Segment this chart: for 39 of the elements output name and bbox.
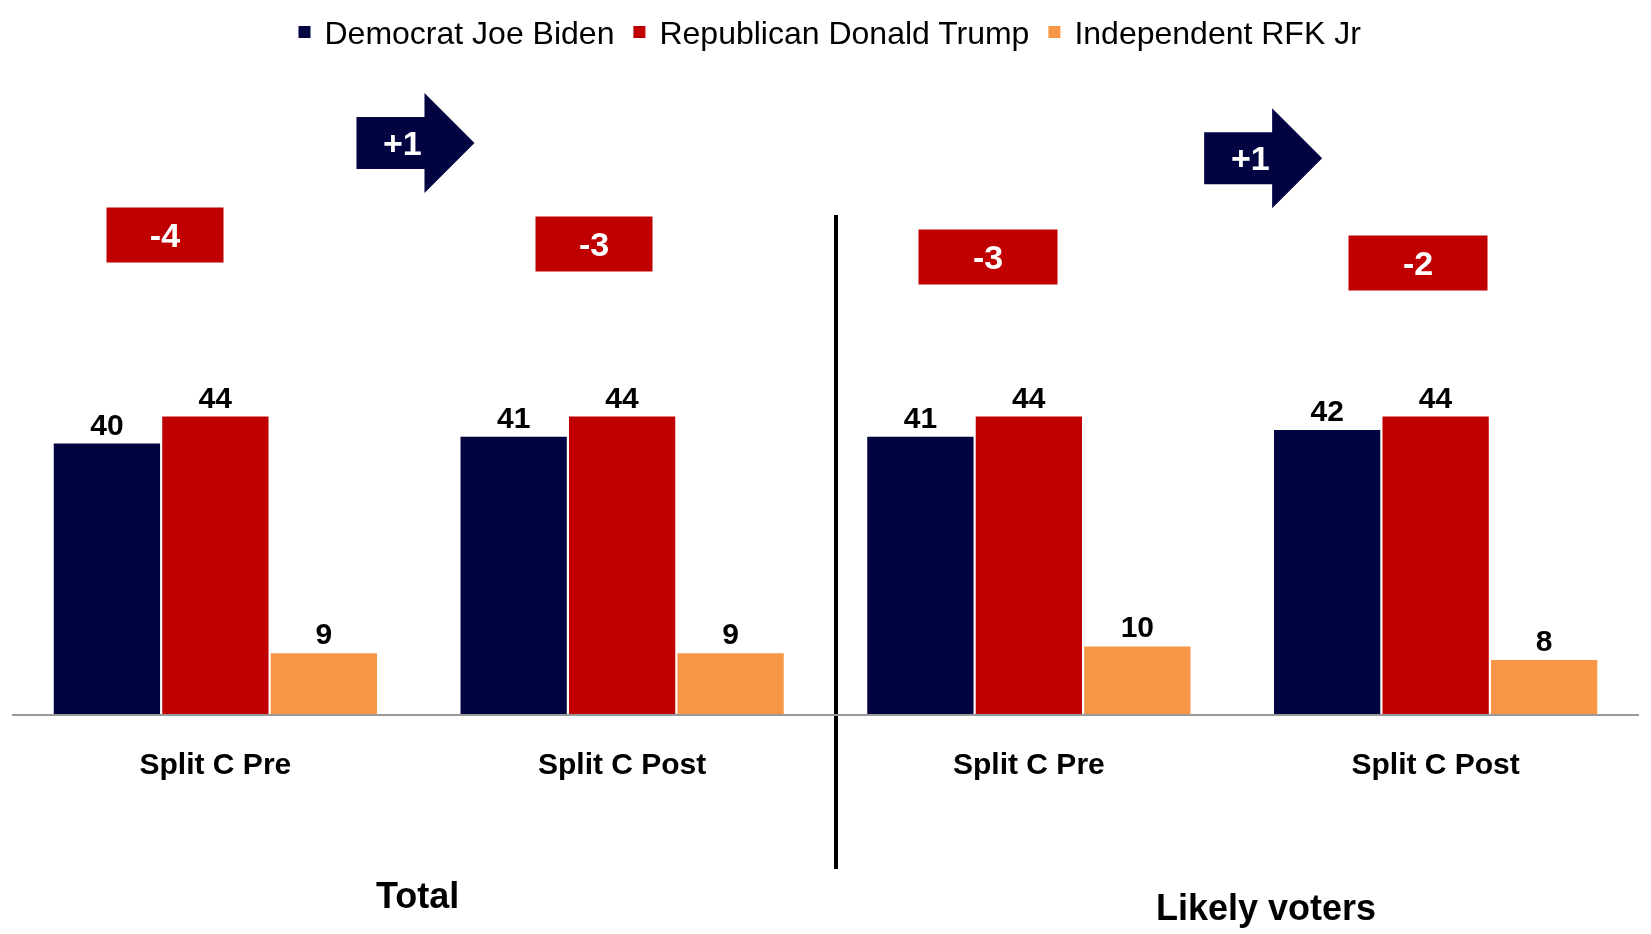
text: -3 [578,225,610,263]
x-tick-label: Split C Post [1351,747,1520,780]
x-tick-label: Split C Post [537,747,707,780]
bar [53,443,161,714]
bar [460,436,567,714]
data-label: 9 [315,617,333,651]
data-label: 10 [1120,610,1155,644]
data-label: 41 [496,400,531,434]
text: +1 [1231,139,1270,177]
data-label: 9 [722,617,739,651]
data-label: 44 [198,380,233,414]
data-label: 40 [90,407,124,441]
text: +1 [383,124,422,162]
text: Likely voters [1156,887,1377,928]
bar [270,653,377,714]
legend-label: Republican Donald Trump [659,15,1030,52]
bar [1274,430,1381,714]
data-label: 44 [1012,380,1046,414]
data-label: 44 [605,380,639,414]
data-label: 8 [1535,623,1553,657]
x-tick-label: Split C Pre [953,747,1105,780]
bar [867,436,974,714]
legend-label: Democrat Joe Biden [324,15,615,52]
data-label: 44 [1418,380,1453,414]
text: -3 [972,238,1004,276]
bar [1490,659,1598,714]
text: -2 [1402,244,1434,282]
bar [1084,646,1191,714]
data-label: 42 [1310,394,1344,428]
legend-label: Independent RFK Jr [1074,15,1362,52]
bar [677,653,784,714]
bar [1382,416,1489,714]
bar [162,416,269,714]
x-tick-label: Split C Pre [139,747,292,780]
data-label: 41 [903,400,938,434]
text: -4 [149,216,181,254]
bar [568,416,676,714]
text: Total [376,875,460,916]
bar [975,416,1083,714]
